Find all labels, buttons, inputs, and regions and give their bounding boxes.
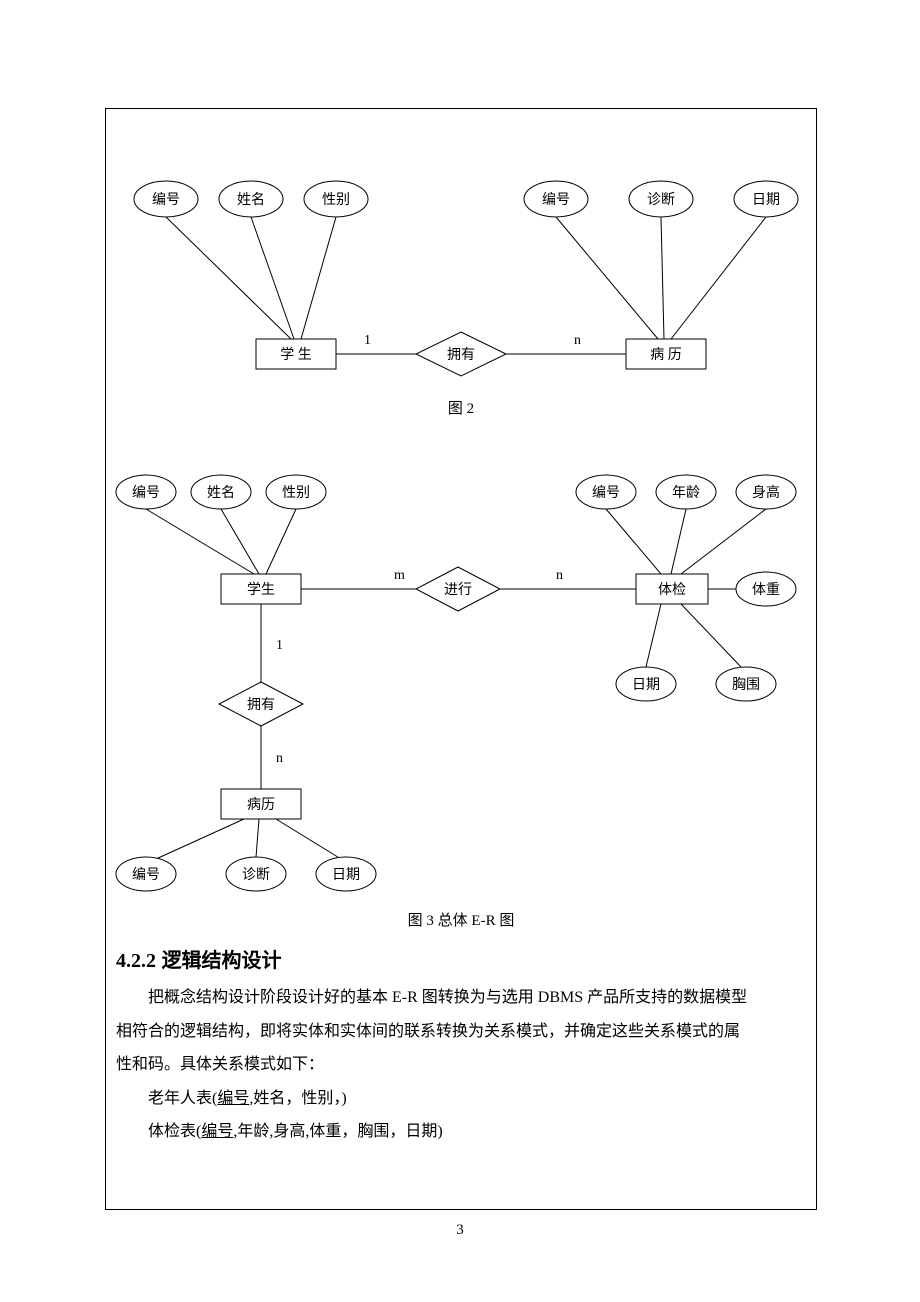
attr-label: 性别 xyxy=(282,485,310,501)
er-diagram-3: 编号 姓名 性别 编号 年龄 身高 体重 日期 胸围 编号 诊断 xyxy=(106,444,816,914)
card-left: 1 xyxy=(364,333,371,348)
heading-text: 逻辑结构设计 xyxy=(162,950,282,972)
entity-exam: 体检 xyxy=(658,582,686,598)
attr-label: 日期 xyxy=(632,677,660,693)
figure-2-caption: 图 2 xyxy=(106,397,816,418)
card-m: m xyxy=(394,568,405,583)
attr-label: 日期 xyxy=(752,192,780,208)
attr-label: 姓名 xyxy=(207,485,235,501)
page: 编号 姓名 性别 编号 诊断 日期 学 生 病 历 拥有 1 n 图 2 xyxy=(0,0,920,1302)
entity-record: 病历 xyxy=(247,797,275,813)
content-frame: 编号 姓名 性别 编号 诊断 日期 学 生 病 历 拥有 1 n 图 2 xyxy=(105,108,817,1210)
card-right: n xyxy=(574,333,581,348)
schema-line-1: 老年人表(编号,姓名，性别，) xyxy=(116,1082,806,1116)
attr-label: 姓名 xyxy=(237,192,265,208)
attr-label: 编号 xyxy=(152,192,180,208)
attr-label: 诊断 xyxy=(242,867,270,883)
figure-3-caption: 图 3 总体 E-R 图 xyxy=(106,909,816,930)
body-paragraph: 把概念结构设计阶段设计好的基本 E-R 图转换为与选用 DBMS 产品所支持的数… xyxy=(116,981,806,1149)
attr-label: 编号 xyxy=(542,192,570,208)
attr-label: 诊断 xyxy=(647,192,675,208)
page-number: 3 xyxy=(0,1222,920,1239)
attr-label: 编号 xyxy=(132,485,160,501)
rel-own: 拥有 xyxy=(247,697,275,713)
para-line: 相符合的逻辑结构，即将实体和实体间的联系转换为关系模式，并确定这些关系模式的属 xyxy=(116,1015,806,1049)
para-line: 性和码。具体关系模式如下： xyxy=(116,1048,806,1082)
schema-line-2: 体检表(编号,年龄,身高,体重，胸围，日期) xyxy=(116,1115,806,1149)
entity-student: 学 生 xyxy=(280,347,312,363)
er-diagram-2: 编号 姓名 性别 编号 诊断 日期 学 生 病 历 拥有 1 n xyxy=(106,109,816,389)
section-heading: 4.2.2 逻辑结构设计 xyxy=(116,944,282,973)
heading-number: 4.2.2 xyxy=(116,950,156,972)
attr-label: 性别 xyxy=(322,192,350,208)
rel-own: 拥有 xyxy=(447,347,475,363)
attr-label: 体重 xyxy=(752,582,780,598)
attr-label: 编号 xyxy=(132,867,160,883)
card-n2: n xyxy=(276,751,283,766)
entity-student: 学生 xyxy=(247,582,275,598)
para-line: 把概念结构设计阶段设计好的基本 E-R 图转换为与选用 DBMS 产品所支持的数… xyxy=(116,981,806,1015)
rel-conduct: 进行 xyxy=(444,582,472,598)
attr-label: 编号 xyxy=(592,485,620,501)
card-n: n xyxy=(556,568,563,583)
attr-label: 胸围 xyxy=(732,677,760,693)
attr-label: 日期 xyxy=(332,867,360,883)
entity-record: 病 历 xyxy=(650,347,682,363)
card-1: 1 xyxy=(276,638,283,653)
attr-label: 年龄 xyxy=(672,485,700,501)
attr-label: 身高 xyxy=(752,484,780,501)
